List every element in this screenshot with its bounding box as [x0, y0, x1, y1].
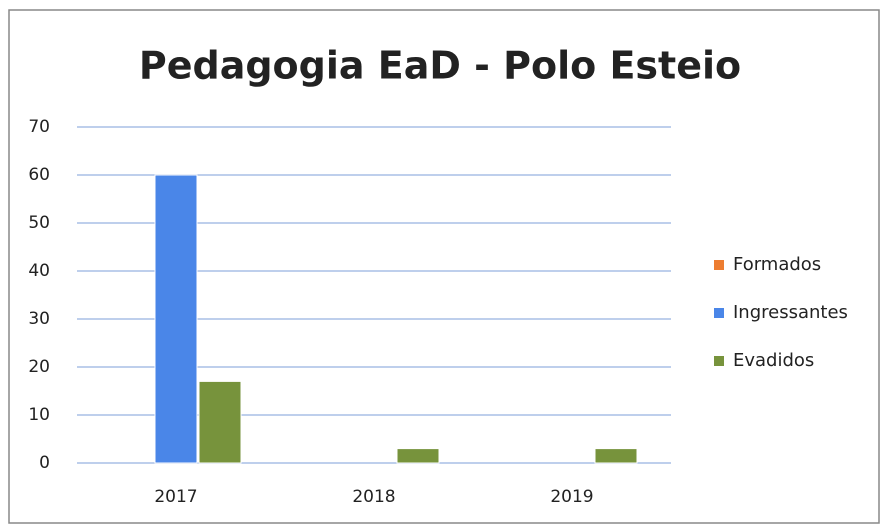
- y-tick-label: 50: [28, 213, 50, 233]
- bar: [154, 174, 198, 464]
- legend-label: Formados: [733, 254, 821, 275]
- y-tick-label: 30: [28, 309, 50, 329]
- chart-title: Pedagogia EaD - Polo Esteio: [139, 44, 741, 88]
- x-tick-label: 2018: [352, 487, 395, 507]
- legend-swatch: [714, 260, 724, 270]
- x-tick-label: 2017: [154, 487, 197, 507]
- legend-swatch: [714, 356, 724, 366]
- y-tick-label: 0: [39, 453, 50, 473]
- legend-swatch: [714, 308, 724, 318]
- bar: [594, 448, 638, 464]
- x-tick-label: 2019: [550, 487, 593, 507]
- y-tick-label: 40: [28, 261, 50, 281]
- y-tick-label: 70: [28, 117, 50, 137]
- y-tick-label: 60: [28, 165, 50, 185]
- legend-label: Ingressantes: [733, 302, 848, 323]
- chart-border: [8, 9, 880, 524]
- y-tick-label: 10: [28, 405, 50, 425]
- bar: [198, 380, 242, 464]
- y-tick-label: 20: [28, 357, 50, 377]
- legend-label: Evadidos: [733, 350, 814, 371]
- bar: [396, 448, 440, 464]
